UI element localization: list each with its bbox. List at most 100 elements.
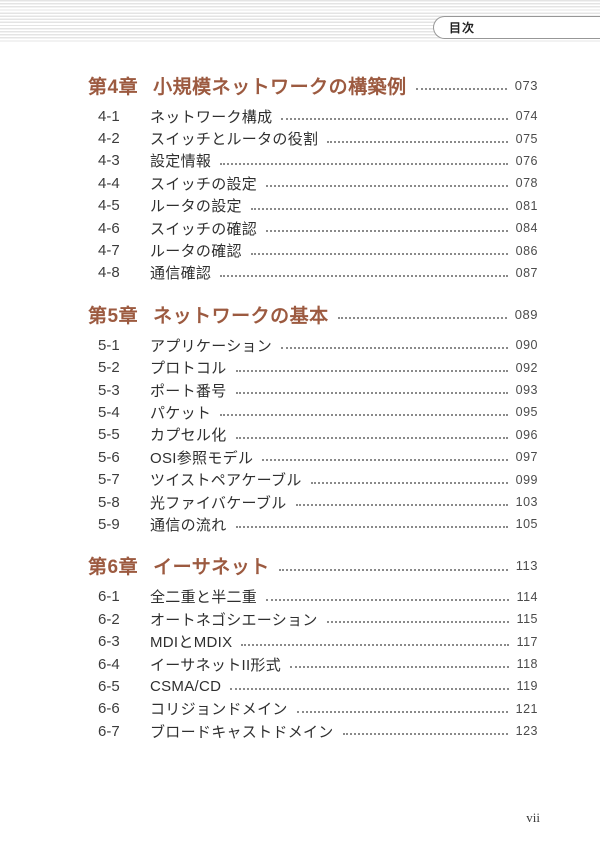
toc-entry: 5-8 光ファイバケーブル 103 [98,491,538,513]
section-number: 4-5 [98,197,120,215]
dotted-leader [235,436,508,439]
dotted-leader [250,252,508,255]
section-page-number: 095 [515,405,538,420]
chapter-page-number: 073 [514,77,538,93]
chapter-title: ネットワークの基本 [153,305,329,327]
dotted-leader [295,504,508,507]
dotted-leader [342,733,508,736]
dotted-leader [415,88,507,90]
dotted-leader [278,568,508,571]
section-title: ツイストペアケーブル [150,472,302,490]
toc-entry: 5-1 アプリケーション 090 [98,334,538,356]
section-number: 6-1 [98,588,120,606]
section-number: 4-1 [98,107,120,125]
toc-entry: 6-3 MDIとMDIX 117 [98,630,538,652]
dotted-leader [220,162,508,165]
section-page-number: 099 [515,472,538,487]
toc-entry: 5-3 ポート番号 093 [98,379,538,401]
section-title: ポート番号 [150,382,227,400]
section-page-number: 076 [515,153,538,168]
section-number: 4-2 [98,130,120,148]
section-number: 4-4 [98,174,120,192]
toc-entry: 5-2 プロトコル 092 [98,357,538,379]
dotted-leader [220,274,508,277]
section-page-number: 114 [516,589,538,604]
section-number: 5-2 [98,359,120,377]
section-number: 6-5 [98,677,120,695]
toc-entry: 6-5 CSMA/CD 119 [98,675,538,697]
dotted-leader [281,118,508,121]
dotted-leader [220,414,508,417]
toc-entry: 4-5 ルータの設定 081 [98,195,538,217]
dotted-leader [326,621,509,624]
dotted-leader [337,317,507,320]
section-number: 6-3 [98,633,120,651]
chapter-label: 第6章 [88,557,139,579]
dotted-leader [241,643,509,646]
section-title: スイッチとルータの役割 [150,131,319,149]
chapter-title: イーサネット [153,557,270,579]
dotted-leader [266,598,509,601]
section-title: ブロードキャストドメイン [150,723,334,741]
section-title: イーサネットII形式 [150,656,282,674]
dotted-leader [230,688,509,691]
toc-entry: 5-9 通信の流れ 105 [98,513,538,535]
section-page-number: 092 [515,360,538,375]
toc-entry: 4-8 通信確認 087 [98,262,538,284]
section-page-number: 123 [515,724,538,739]
section-number: 6-6 [98,700,120,718]
dotted-leader [310,481,508,484]
section-number: 6-7 [98,722,120,740]
toc-entry: 4-2 スイッチとルータの役割 075 [98,127,538,149]
section-page-number: 118 [516,657,538,671]
section-number: 4-7 [98,242,120,260]
chapter-heading: 第4章 小規模ネットワークの構築例 073 [88,72,538,98]
chapter-title: 小規模ネットワークの構築例 [153,76,407,98]
dotted-leader [266,230,508,233]
section-title: プロトコル [150,360,227,378]
section-page-number: 103 [515,495,538,510]
toc-entry: 6-4 イーサネットII形式 118 [98,653,538,675]
toc-chapter: 第6章 イーサネット 113 6-1 全二重と半二重 114 6-2 オートネゴ… [88,553,538,743]
chapter-heading: 第6章 イーサネット 113 [88,553,538,579]
toc-entry: 6-1 全二重と半二重 114 [98,586,538,608]
dotted-leader [235,392,508,395]
section-page-number: 096 [515,427,538,442]
dotted-leader [296,710,508,713]
dotted-leader [235,526,508,529]
chapter-label: 第4章 [88,76,139,98]
section-number: 4-6 [98,219,120,237]
toc-entry: 5-6 OSI参照モデル 097 [98,446,538,468]
section-title: 通信確認 [150,265,212,283]
toc-entry: 5-5 カプセル化 096 [98,424,538,446]
section-page-number: 087 [515,265,538,280]
section-title: MDIとMDIX [150,634,233,652]
section-number: 5-1 [98,336,120,354]
section-page-number: 074 [515,109,538,124]
section-page-number: 119 [516,679,538,694]
chapter-page-number: 113 [515,558,538,574]
toc-entry: 4-6 スイッチの確認 084 [98,217,538,239]
section-page-number: 090 [515,338,538,353]
toc-entry: 6-2 オートネゴシエーション 115 [98,608,538,630]
section-title: オートネゴシエーション [150,611,318,629]
dotted-leader [327,140,508,143]
toc-content: 第4章 小規模ネットワークの構築例 073 4-1 ネットワーク構成 074 4… [0,43,600,742]
section-title: OSI参照モデル [150,449,254,467]
section-list: 5-1 アプリケーション 090 5-2 プロトコル 092 5-3 ポート番号… [88,334,538,536]
toc-header-label: 目次 [449,21,476,35]
section-page-number: 081 [515,198,538,213]
dotted-leader [266,185,508,188]
section-page-number: 097 [515,450,538,465]
toc-chapter: 第4章 小規模ネットワークの構築例 073 4-1 ネットワーク構成 074 4… [88,72,538,284]
section-number: 4-3 [98,152,120,170]
section-number: 5-9 [98,515,120,533]
toc-entry: 4-1 ネットワーク構成 074 [98,105,538,127]
section-number: 5-7 [98,471,120,489]
folio-page-number: vii [526,810,540,825]
dotted-leader [262,459,508,462]
section-number: 6-4 [98,655,120,673]
chapter-label: 第5章 [88,305,139,327]
section-title: ルータの確認 [150,243,242,261]
